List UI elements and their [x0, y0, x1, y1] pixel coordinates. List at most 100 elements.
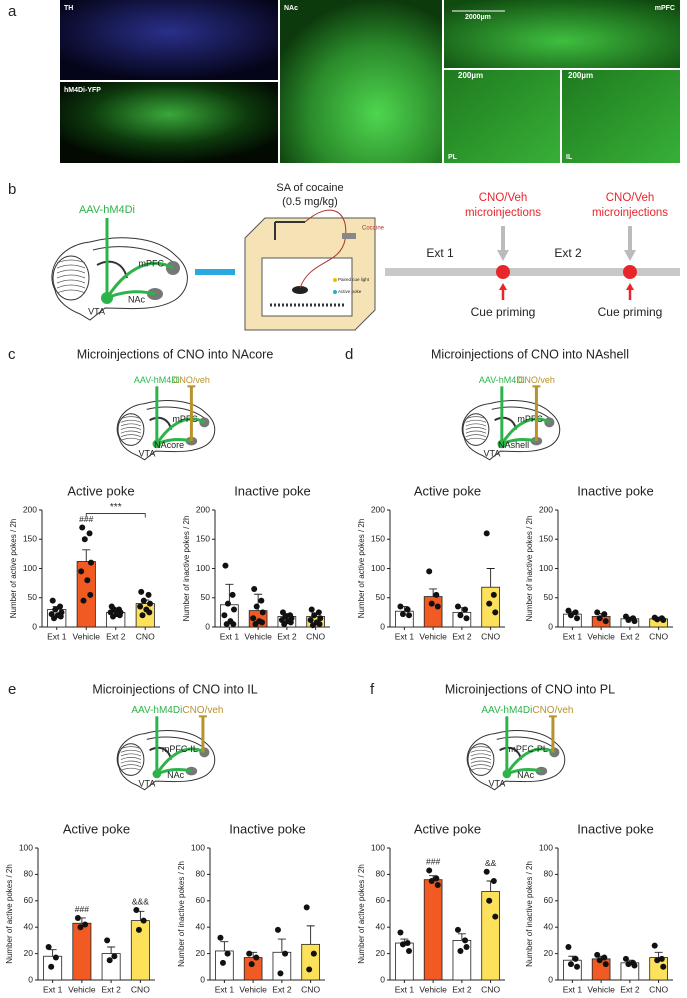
data-point: [572, 609, 579, 616]
cerebellum-fold: [120, 427, 142, 430]
data-point: [78, 568, 85, 575]
y-tick-label: 50: [376, 592, 386, 602]
x-tick-label: Ext 1: [395, 984, 415, 994]
experiment-title: Microinjections of CNO into IL: [92, 682, 257, 696]
data-point: [492, 913, 499, 920]
cerebellum-fold: [470, 753, 492, 757]
y-tick-label: 150: [539, 534, 553, 544]
y-tick-label: 80: [376, 869, 386, 879]
y-tick-label: 100: [539, 842, 553, 852]
y-axis-label: Number of inactive pokes / 2h: [182, 516, 191, 622]
y-tick-label: 200: [371, 504, 385, 514]
bar: [243, 957, 263, 981]
region-label: VTA: [88, 306, 105, 316]
projection: [500, 417, 551, 445]
data-point: [250, 615, 257, 622]
data-point: [601, 954, 608, 961]
data-point: [596, 957, 603, 964]
cue-light: [333, 278, 337, 282]
data-point: [140, 597, 147, 604]
y-axis-label: Number of active pokes / 2h: [9, 519, 18, 619]
data-point: [463, 615, 470, 622]
data-point: [457, 612, 464, 619]
data-point: [625, 616, 632, 623]
y-tick-label: 50: [544, 592, 554, 602]
data-point: [594, 951, 601, 958]
data-point: [137, 603, 144, 610]
timeline: [385, 268, 680, 276]
region-label: NAc: [167, 770, 185, 780]
data-point: [483, 868, 490, 875]
data-point: [654, 616, 661, 623]
region-label: mPFC-IL: [162, 744, 198, 754]
y-axis-label: Number of active pokes / 2h: [357, 519, 366, 619]
region-vta: [502, 769, 512, 779]
y-tick-label: 100: [371, 563, 385, 573]
scale-label: 2000µm: [465, 14, 491, 21]
cerebellum-fold: [120, 767, 142, 771]
significance-bracket: [85, 513, 146, 518]
bar: [301, 943, 320, 981]
arrow-head: [497, 250, 509, 261]
data-point: [651, 942, 658, 949]
experiment-title: Microinjections of CNO into NAcore: [77, 347, 274, 361]
brain-diagram: [466, 716, 566, 791]
y-axis-label: Number of active pokes / 2h: [5, 864, 14, 964]
y-tick-label: 200: [196, 504, 210, 514]
data-point: [486, 600, 493, 607]
cerebellum-fold: [465, 427, 487, 430]
x-tick-label: Ext 2: [272, 984, 292, 994]
cortex-line: [491, 406, 550, 419]
x-tick-label: CNO: [649, 984, 668, 994]
arrow-head: [624, 250, 636, 261]
data-point: [574, 615, 581, 622]
x-tick-label: Ext 2: [452, 984, 472, 994]
data-point: [116, 612, 123, 619]
cerebellum-fold: [120, 760, 142, 764]
error-bar: [457, 933, 466, 941]
x-tick-label: Ext 2: [620, 631, 640, 641]
connector: [195, 269, 235, 275]
y-axis-label: Number of inactive pokes / 2h: [177, 861, 186, 967]
cerebellum-fold: [470, 767, 492, 771]
y-tick-label: 100: [371, 842, 385, 852]
cerebellum-fold: [120, 753, 142, 757]
data-point: [625, 961, 632, 968]
error-bar: [107, 946, 116, 954]
chart-title: Inactive poke: [229, 821, 306, 836]
error-bar: [82, 549, 91, 562]
data-point: [74, 914, 81, 921]
box-label: Active poke: [338, 289, 362, 294]
y-tick-label: 80: [544, 869, 554, 879]
data-point: [84, 577, 91, 584]
data-point: [434, 603, 441, 610]
scale-label: 200µm: [568, 71, 593, 80]
y-tick-label: 0: [205, 621, 210, 631]
x-tick-label: Ext 1: [563, 984, 583, 994]
data-point: [140, 917, 147, 924]
virus-label: AAV-hM4Di: [481, 705, 532, 716]
cortex-line: [92, 246, 174, 263]
drug-label: CNO/veh: [173, 375, 210, 385]
nose-poke: [333, 290, 337, 294]
data-point: [258, 597, 265, 604]
data-point: [110, 613, 117, 620]
region-vta: [497, 439, 507, 449]
y-tick-label: 50: [28, 592, 38, 602]
data-point: [57, 603, 64, 610]
cerebellum-fold: [56, 259, 86, 264]
data-point: [145, 591, 152, 598]
data-point: [303, 904, 310, 911]
chart-title: Inactive poke: [234, 483, 311, 498]
data-point: [434, 881, 441, 888]
data-point: [399, 941, 406, 948]
arrow-head: [626, 283, 634, 290]
x-tick-label: CNO: [136, 631, 155, 641]
x-tick-label: CNO: [306, 631, 325, 641]
y-tick-label: 100: [19, 842, 33, 852]
sa-dose: (0.5 mg/kg): [282, 196, 338, 208]
data-point: [483, 530, 490, 537]
cortex-line: [146, 406, 205, 419]
y-tick-label: 0: [200, 974, 205, 984]
phase-label: Ext 1: [426, 246, 454, 260]
